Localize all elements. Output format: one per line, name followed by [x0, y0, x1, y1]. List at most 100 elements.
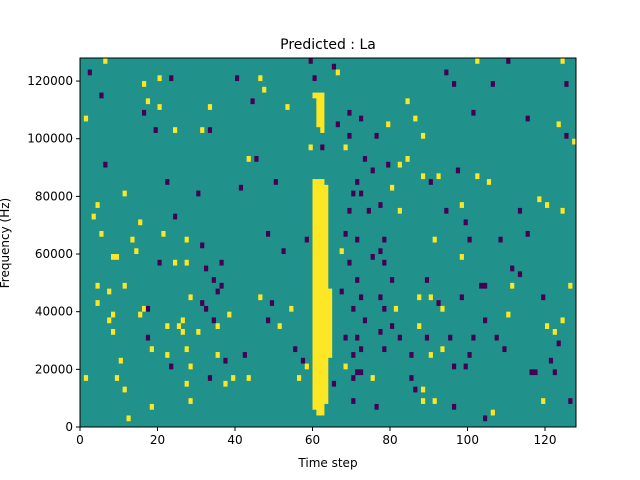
heatmap-cell [114, 375, 120, 381]
heatmap-cell [223, 357, 228, 364]
heatmap-cell [564, 132, 569, 139]
y-tick-label: 40000 [35, 305, 73, 319]
heatmap-cell [142, 305, 147, 312]
heatmap-cell [405, 156, 410, 162]
heatmap-plot-area [79, 57, 577, 428]
heatmap-cell [343, 230, 348, 237]
heatmap-cell [545, 202, 550, 208]
heatmap-cell [99, 230, 104, 237]
heatmap-cell [339, 288, 344, 295]
heatmap-cell [382, 346, 387, 353]
heatmap-cell [246, 156, 251, 162]
heatmap-cell [111, 311, 116, 318]
heatmap-cell [370, 254, 375, 260]
heatmap-cell [347, 132, 352, 139]
heatmap-band-segment [324, 184, 329, 404]
heatmap-cell [475, 173, 480, 180]
heatmap-cell [258, 294, 263, 301]
heatmap-cell [444, 207, 449, 214]
x-tick-label: 120 [534, 433, 557, 447]
heatmap-cell [145, 98, 151, 105]
heatmap-cell [386, 161, 391, 168]
heatmap-cell [517, 271, 523, 278]
heatmap-band-segment [320, 179, 325, 416]
heatmap-cell [145, 305, 151, 312]
heatmap-cell [343, 363, 348, 370]
heatmap-cell [409, 352, 414, 358]
heatmap-cell [351, 190, 356, 197]
heatmap-cell [289, 305, 294, 312]
heatmap-cell [359, 115, 364, 122]
heatmap-cell [293, 346, 298, 353]
heatmap-cell [397, 334, 402, 341]
heatmap-cell [560, 317, 565, 324]
heatmap-cell [459, 294, 464, 301]
heatmap-cell [525, 230, 530, 237]
heatmap-cell [285, 104, 290, 110]
heatmap-cell [227, 311, 232, 318]
heatmap-cell [320, 144, 325, 151]
heatmap-cell [421, 386, 426, 393]
heatmap-cell [269, 300, 275, 306]
heatmap-cell [362, 317, 368, 324]
heatmap-cell [331, 380, 337, 387]
x-tick-label: 20 [150, 433, 165, 447]
heatmap-cell [238, 184, 244, 191]
heatmap-cell [339, 248, 344, 255]
heatmap-cell [548, 357, 554, 364]
heatmap-cell [452, 403, 457, 410]
heatmap-cell [219, 259, 224, 266]
heatmap-cell [207, 375, 213, 381]
heatmap-cell [200, 242, 205, 249]
heatmap-cell [235, 75, 240, 82]
heatmap-cell [95, 282, 100, 289]
heatmap-cell [393, 305, 399, 312]
heatmap-cell [250, 98, 255, 105]
heatmap-cell [258, 75, 263, 82]
heatmap-cell [475, 58, 480, 64]
heatmap-cell [459, 254, 464, 260]
heatmap-cell [366, 207, 371, 214]
heatmap-cell [409, 375, 414, 381]
heatmap-cell [196, 328, 201, 335]
heatmap-cell [541, 294, 546, 301]
heatmap-cell [428, 179, 433, 185]
heatmap-cell [490, 81, 495, 87]
heatmap-cell [142, 109, 147, 116]
heatmap-cell [452, 363, 457, 370]
heatmap-cell [188, 294, 193, 301]
x-tick-label: 80 [382, 433, 397, 447]
heatmap-cell [266, 317, 271, 324]
heatmap-cell [362, 156, 368, 162]
heatmap-cell [378, 328, 383, 335]
heatmap-cell [432, 398, 437, 404]
heatmap-cell [386, 121, 391, 128]
heatmap-cell [529, 369, 534, 376]
heatmap-cell [483, 317, 488, 324]
heatmap-cell [196, 190, 201, 197]
heatmap-cell [359, 294, 364, 301]
heatmap-cell [215, 288, 220, 295]
heatmap-cell [153, 127, 158, 133]
heatmap-cell [444, 69, 449, 76]
heatmap-cell [347, 207, 352, 214]
heatmap-cell [246, 375, 251, 381]
heatmap-cell [304, 363, 309, 370]
heatmap-cell [343, 144, 348, 151]
heatmap-cell [173, 259, 178, 266]
heatmap-cell [347, 109, 352, 116]
heatmap-cell [498, 236, 503, 243]
heatmap-cell [114, 254, 120, 260]
heatmap-cell [382, 236, 387, 243]
heatmap-cell [390, 184, 395, 191]
heatmap-band-segment [312, 282, 317, 353]
heatmap-band-segment [328, 288, 333, 358]
heatmap-cell [351, 375, 356, 381]
heatmap-cell [335, 69, 340, 76]
heatmap-cell [111, 254, 116, 260]
heatmap-cell [149, 403, 154, 410]
heatmap-cell [378, 248, 383, 255]
heatmap-cell [490, 409, 495, 416]
heatmap-cell [440, 305, 445, 312]
heatmap-cell [479, 282, 484, 289]
